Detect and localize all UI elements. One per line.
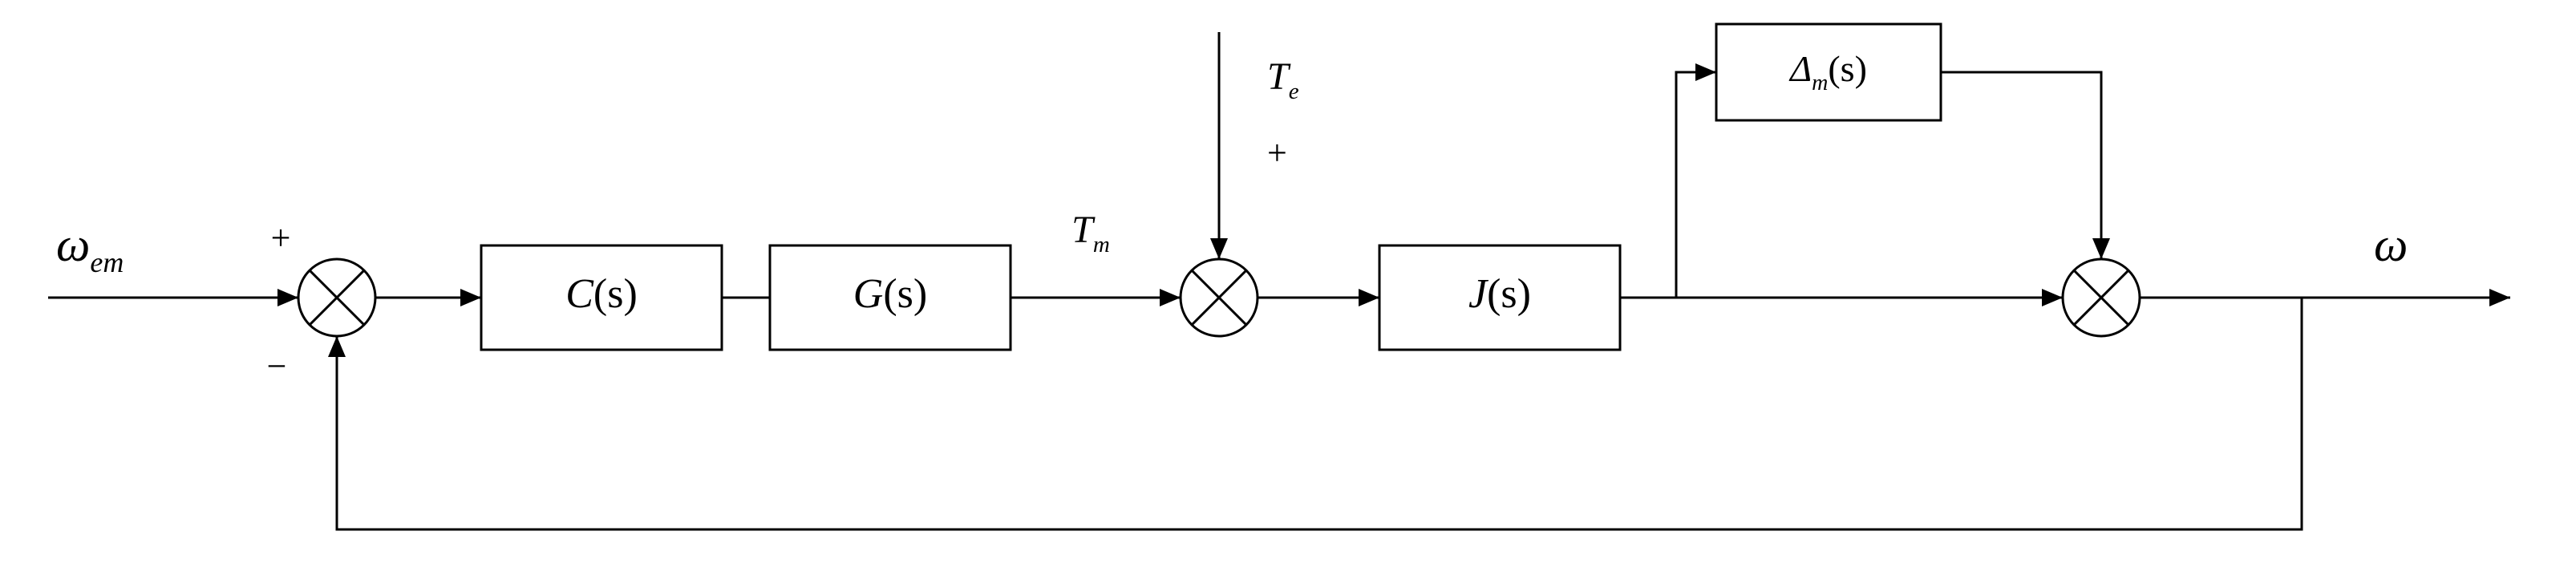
label-C: C(s) <box>565 271 638 317</box>
block-diagram-canvas: C(s) G(s) J(s) Δm(s) ωem + − Tm Te + ω <box>0 0 2576 588</box>
label-Delta: Δm(s) <box>1788 48 1867 95</box>
label-output: ω <box>2374 218 2408 271</box>
label-Tm: Tm <box>1071 209 1110 258</box>
label-plus-s2: + <box>1267 133 1287 172</box>
label-input: ωem <box>56 218 124 279</box>
label-G: G(s) <box>853 271 927 317</box>
label-minus-s1: − <box>267 347 287 386</box>
label-Te: Te <box>1267 55 1299 104</box>
label-J: J(s) <box>1468 271 1531 317</box>
label-plus-s1: + <box>271 218 291 258</box>
